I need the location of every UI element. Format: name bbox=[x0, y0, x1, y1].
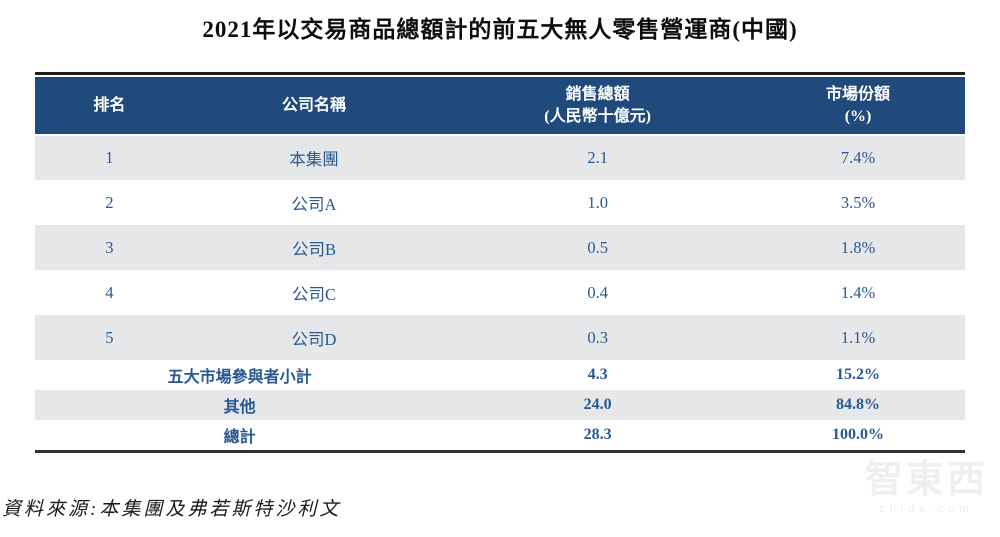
cell-share: 1.1% bbox=[840, 327, 876, 347]
watermark: 智東西 zhidx.com bbox=[864, 459, 988, 515]
cell-sales: 1.0 bbox=[587, 192, 608, 212]
cell-sales: 0.4 bbox=[587, 282, 608, 302]
cell-company: 公司A bbox=[291, 194, 337, 214]
total-row: 總計 28.3 100.0% bbox=[35, 420, 965, 450]
col-header-sales-line2: (人民幣十億元) bbox=[544, 107, 651, 125]
top5-operators-table: 排名 公司名稱 銷售總額 (人民幣十億元) 市場份額 (%) 1 本集團 bbox=[35, 77, 965, 450]
cell-company: 本集團 bbox=[289, 150, 339, 169]
col-header-company: 公司名稱 bbox=[183, 77, 445, 136]
col-header-sales-line1: 銷售總額 bbox=[565, 85, 630, 103]
cell-share: 1.8% bbox=[840, 237, 876, 257]
col-header-share: 市場份額 (%) bbox=[751, 77, 965, 136]
watermark-logo: 智東西 bbox=[864, 459, 988, 501]
cell-rank: 3 bbox=[105, 237, 114, 257]
cell-share: 1.4% bbox=[840, 282, 876, 302]
table-row: 5 公司D 0.3 1.1% bbox=[35, 315, 965, 360]
cell-total-label: 總計 bbox=[223, 429, 256, 446]
cell-share: 7.4% bbox=[840, 148, 876, 167]
cell-subtotal-sales: 4.3 bbox=[587, 366, 608, 383]
cell-company: 公司B bbox=[291, 239, 336, 259]
table-row: 4 公司C 0.4 1.4% bbox=[35, 270, 965, 315]
cell-subtotal-share: 15.2% bbox=[836, 366, 881, 383]
table-row: 3 公司B 0.5 1.8% bbox=[35, 225, 965, 270]
col-header-sales: 銷售總額 (人民幣十億元) bbox=[444, 77, 752, 136]
cell-others-label: 其他 bbox=[223, 399, 256, 416]
cell-sales: 2.1 bbox=[587, 148, 608, 167]
others-row: 其他 24.0 84.8% bbox=[35, 390, 965, 420]
source-note: 資料來源:本集團及弗若斯特沙利文 bbox=[2, 499, 342, 520]
col-header-share-line2: (%) bbox=[844, 107, 872, 125]
cell-share: 3.5% bbox=[840, 192, 876, 212]
cell-others-sales: 24.0 bbox=[583, 396, 612, 413]
cell-rank: 1 bbox=[105, 148, 114, 167]
cell-total-share: 100.0% bbox=[832, 426, 885, 443]
col-header-rank: 排名 bbox=[35, 77, 184, 136]
cell-others-share: 84.8% bbox=[836, 396, 881, 413]
subtotal-row: 五大市場參與者小計 4.3 15.2% bbox=[35, 360, 965, 390]
cell-rank: 4 bbox=[105, 282, 114, 302]
cell-company: 公司C bbox=[291, 284, 336, 304]
cell-company: 公司D bbox=[291, 329, 337, 349]
cell-rank: 2 bbox=[105, 192, 114, 212]
cell-sales: 0.5 bbox=[587, 237, 608, 257]
table-header-row: 排名 公司名稱 銷售總額 (人民幣十億元) 市場份額 (%) bbox=[35, 77, 965, 136]
table-row: 2 公司A 1.0 3.5% bbox=[35, 180, 965, 225]
cell-subtotal-label: 五大市場參與者小計 bbox=[167, 369, 312, 386]
col-header-share-line1: 市場份額 bbox=[826, 85, 891, 103]
cell-sales: 0.3 bbox=[587, 327, 608, 347]
page-title: 2021年以交易商品總額計的前五大無人零售營運商(中國) bbox=[202, 17, 798, 42]
market-share-table: 排名 公司名稱 銷售總額 (人民幣十億元) 市場份額 (%) 1 本集團 bbox=[35, 72, 965, 453]
cell-total-sales: 28.3 bbox=[583, 426, 612, 443]
table-row: 1 本集團 2.1 7.4% bbox=[35, 135, 965, 180]
watermark-domain: zhidx.com bbox=[879, 502, 974, 515]
cell-rank: 5 bbox=[105, 327, 114, 347]
